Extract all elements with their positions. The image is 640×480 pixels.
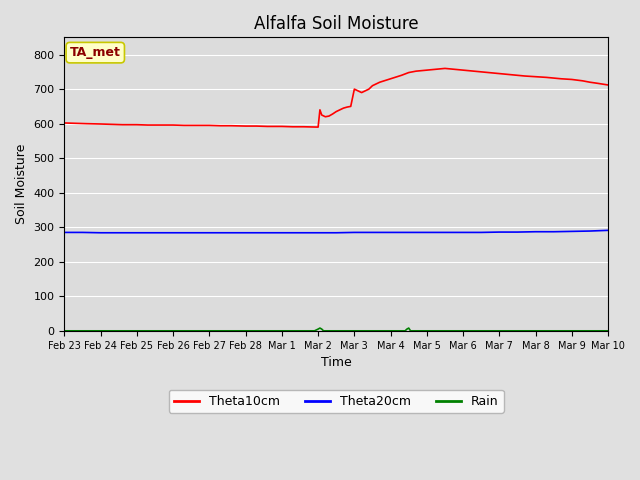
Theta20cm: [460, 229, 467, 235]
Theta20cm: [79, 229, 86, 235]
Theta20cm: [477, 229, 485, 235]
Rain: [296, 328, 304, 334]
Theta20cm: [423, 229, 431, 235]
Theta20cm: [278, 230, 285, 236]
Theta20cm: [188, 230, 195, 236]
Theta20cm: [170, 230, 177, 236]
Theta20cm: [133, 230, 141, 236]
Rain: [423, 328, 431, 334]
Line: Theta10cm: Theta10cm: [65, 69, 608, 127]
Rain: [242, 328, 250, 334]
Theta10cm: [351, 86, 358, 92]
Theta10cm: [155, 122, 163, 128]
Theta20cm: [586, 228, 594, 234]
Theta10cm: [365, 86, 372, 92]
Theta10cm: [604, 82, 612, 88]
Theta20cm: [151, 230, 159, 236]
Rain: [405, 325, 413, 331]
Rain: [61, 328, 68, 334]
Theta20cm: [260, 230, 268, 236]
Rain: [320, 328, 328, 334]
Theta20cm: [387, 229, 394, 235]
Theta20cm: [495, 229, 503, 235]
Line: Theta20cm: Theta20cm: [65, 230, 608, 233]
Legend: Theta10cm, Theta20cm, Rain: Theta10cm, Theta20cm, Rain: [169, 390, 504, 413]
Theta20cm: [568, 228, 575, 234]
Theta20cm: [97, 230, 104, 236]
Theta20cm: [223, 230, 231, 236]
Title: Alfalfa Soil Moisture: Alfalfa Soil Moisture: [254, 15, 419, 33]
Theta20cm: [532, 229, 540, 235]
Theta10cm: [332, 108, 340, 114]
Text: TA_met: TA_met: [70, 46, 121, 59]
Rain: [403, 326, 411, 332]
Theta20cm: [604, 228, 612, 233]
Line: Rain: Rain: [65, 328, 608, 331]
Theta20cm: [242, 230, 250, 236]
Rain: [314, 326, 322, 332]
Theta10cm: [412, 68, 420, 74]
Theta10cm: [405, 70, 413, 75]
Theta10cm: [61, 120, 68, 126]
Theta10cm: [314, 124, 322, 130]
Theta20cm: [514, 229, 522, 235]
Theta10cm: [441, 66, 449, 72]
Theta20cm: [405, 229, 413, 235]
X-axis label: Time: Time: [321, 356, 351, 369]
Theta20cm: [314, 230, 322, 236]
Rain: [316, 325, 324, 331]
Theta20cm: [205, 230, 213, 236]
Rain: [406, 328, 414, 334]
Rain: [318, 326, 326, 332]
Theta20cm: [351, 229, 358, 235]
Theta20cm: [61, 229, 68, 235]
Rain: [401, 328, 409, 334]
Theta20cm: [441, 229, 449, 235]
Theta20cm: [550, 229, 557, 235]
Theta20cm: [332, 230, 340, 236]
Theta20cm: [296, 230, 304, 236]
Rain: [310, 328, 318, 334]
Rain: [604, 328, 612, 334]
Y-axis label: Soil Moisture: Soil Moisture: [15, 144, 28, 224]
Theta20cm: [115, 230, 123, 236]
Theta20cm: [369, 229, 376, 235]
